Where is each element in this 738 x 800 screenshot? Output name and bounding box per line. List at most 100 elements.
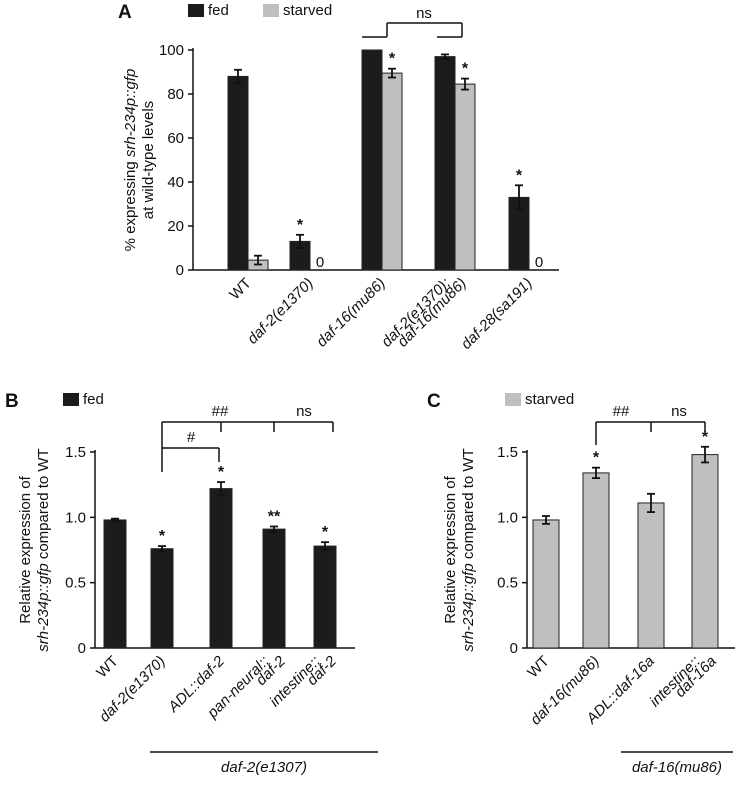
bar-starved [532, 519, 560, 649]
panel-letter-a: A [118, 2, 132, 23]
x-tick-label: daf-2(e1370) [244, 275, 317, 348]
bar-starved [454, 83, 476, 271]
brackets: ## ns [595, 403, 706, 445]
group-label: daf-16(mu86) [632, 759, 722, 776]
y-tick-label: 1.0 [65, 509, 86, 526]
y-axis-label-part: compared to WT [460, 448, 477, 563]
x-tick-label: WT [524, 653, 553, 682]
y-axis-label-part: compared to WT [35, 448, 52, 563]
error-bar [296, 233, 304, 249]
legend-swatch-fed [188, 4, 204, 17]
error-bar [254, 254, 262, 266]
significance-star: * [159, 528, 166, 545]
significance-star: * [462, 61, 469, 78]
bar-fed [209, 488, 233, 649]
bar-starved [381, 72, 403, 271]
error-bar [217, 481, 225, 497]
group-underline: daf-2(e1307) [150, 751, 378, 776]
y-tick-label: 20 [167, 218, 184, 235]
bar-starved [637, 502, 665, 649]
significance-star: * [516, 167, 523, 184]
bracket-label: ns [671, 403, 687, 420]
bar-starved [582, 472, 610, 649]
error-bar [441, 53, 449, 60]
panel-letter-b: B [5, 391, 19, 412]
error-bar [321, 541, 329, 551]
significance-star: * [322, 524, 329, 541]
error-bar [515, 184, 523, 211]
y-axis-label-line2: at wild-type levels [140, 101, 157, 219]
y-tick-label: 1.5 [497, 444, 518, 461]
legend-label-starved: starved [525, 391, 574, 408]
y-tick-label: 1.5 [65, 444, 86, 461]
bracket-label: ns [296, 403, 312, 420]
y-tick-label: 0.5 [497, 575, 518, 592]
significance-star: * [593, 450, 600, 467]
bracket-label: # [187, 429, 196, 446]
panel-letter-c: C [427, 391, 441, 412]
bracket-ns: ns [362, 5, 463, 38]
group-underline: daf-16(mu86) [621, 751, 733, 776]
y-tick-label: 40 [167, 174, 184, 191]
bar-fed [227, 75, 249, 271]
bar-fed [313, 545, 337, 649]
y-axis-label: % expressing srh-234p::gfp [122, 69, 139, 252]
significance-star: * [702, 429, 709, 446]
x-tick-label: WT [226, 275, 255, 304]
y-tick-label: 1.0 [497, 509, 518, 526]
y-axis-label-part: % expressing [122, 157, 139, 251]
y-tick-label: 0 [176, 262, 184, 279]
legend-label-fed: fed [83, 391, 104, 408]
y-tick-label: 100 [159, 42, 184, 59]
y-tick-label: 60 [167, 130, 184, 147]
y-axis-label: Relative expression of [442, 475, 459, 623]
error-bar [647, 492, 655, 514]
error-bar [542, 515, 550, 525]
error-bar [234, 68, 242, 84]
bar-fed [103, 519, 127, 649]
legend-swatch-starved [263, 4, 279, 17]
bar-fed [150, 548, 174, 649]
bracket-label: ## [613, 403, 630, 420]
y-tick-label: 0 [510, 640, 518, 657]
brackets: ## ns # [161, 403, 334, 472]
legend-swatch-fed [63, 393, 79, 406]
y-axis-label-gene: srh-234p::gfp [460, 563, 477, 651]
error-bar [158, 545, 166, 553]
bar-fed [262, 528, 286, 649]
y-axis-label-gene: srh-234p::gfp [122, 69, 139, 157]
y-tick-label: 0.5 [65, 575, 86, 592]
zero-label: 0 [316, 254, 324, 271]
y-axis-label-gene: srh-234p::gfp [35, 563, 52, 651]
bracket-label: ns [416, 5, 432, 22]
group-label: daf-2(e1307) [221, 759, 307, 776]
error-bar [701, 445, 709, 464]
zero-label: 0 [535, 254, 543, 271]
bar-fed [434, 56, 456, 271]
error-bar [111, 517, 119, 523]
x-tick-label: WT [93, 653, 122, 682]
significance-star: * [218, 464, 225, 481]
error-bar [388, 67, 396, 79]
y-tick-label: 0 [78, 640, 86, 657]
bar-fed [361, 49, 383, 271]
error-bar [461, 77, 469, 91]
error-bar [270, 525, 278, 533]
bar-starved [691, 454, 719, 649]
y-axis-label-line2: srh-234p::gfp compared to WT [460, 448, 477, 651]
y-tick-label: 80 [167, 86, 184, 103]
legend-label-starved: starved [283, 2, 332, 19]
y-axis-label: Relative expression of [17, 475, 34, 623]
bracket-label: ## [212, 403, 229, 420]
legend-label-fed: fed [208, 2, 229, 19]
y-axis-label-line2: srh-234p::gfp compared to WT [35, 448, 52, 651]
significance-star: * [297, 217, 304, 234]
error-bar [592, 466, 600, 480]
significance-star: ** [268, 508, 281, 525]
legend-swatch-starved [505, 393, 521, 406]
significance-star: * [389, 51, 396, 68]
